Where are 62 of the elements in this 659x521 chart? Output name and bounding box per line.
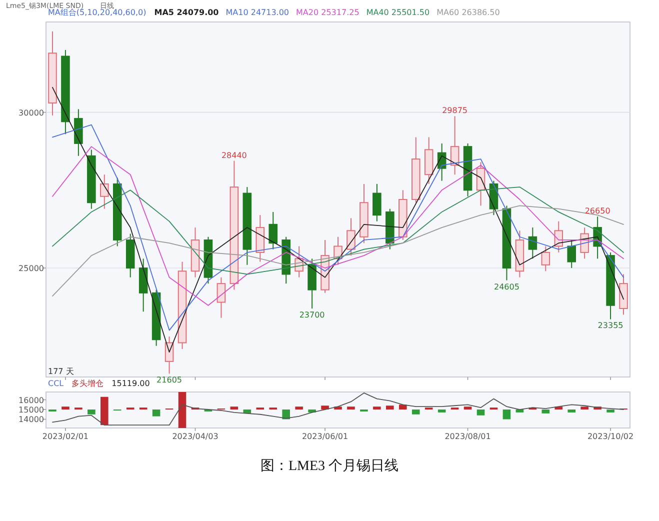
annotation: 21605 bbox=[156, 376, 182, 385]
bar bbox=[568, 410, 576, 412]
bar bbox=[476, 410, 485, 416]
bar bbox=[100, 396, 108, 426]
bar bbox=[347, 406, 355, 410]
bar bbox=[398, 404, 407, 410]
x-tick-label: 2023/08/01 bbox=[444, 432, 491, 441]
candlestick bbox=[372, 183, 382, 222]
text: 图：LME3 个月锡日线 bbox=[260, 458, 399, 474]
text: 多头增仓 bbox=[72, 379, 104, 388]
line-series bbox=[52, 205, 624, 296]
bar bbox=[412, 410, 420, 414]
annotation: 28440 bbox=[221, 150, 247, 160]
bar bbox=[606, 410, 614, 412]
bar bbox=[295, 406, 303, 410]
bar bbox=[438, 410, 446, 412]
line-series bbox=[52, 124, 624, 331]
bar bbox=[502, 410, 511, 420]
annotation: 24605 bbox=[494, 282, 520, 292]
annotation: 26650 bbox=[584, 206, 610, 216]
text: MA组合(5,10,20,40,60,0) bbox=[48, 8, 146, 17]
x-tick-label: 2023/10/02 bbox=[587, 432, 634, 441]
candlestick bbox=[268, 211, 278, 250]
bar bbox=[542, 410, 550, 414]
text: MA5 24079.00 bbox=[154, 8, 220, 17]
x-tick-label: 2023/02/01 bbox=[42, 432, 89, 441]
y-tick-label: 15000 bbox=[18, 406, 44, 415]
bar bbox=[373, 406, 381, 410]
bar bbox=[464, 406, 472, 410]
text: MA10 24713.00 bbox=[226, 8, 290, 17]
y-tick-label: 25000 bbox=[18, 264, 44, 274]
bar bbox=[88, 410, 96, 414]
annotation: 23700 bbox=[299, 310, 325, 320]
candlestick bbox=[541, 246, 550, 272]
bar bbox=[386, 406, 394, 410]
bar bbox=[230, 406, 238, 410]
y-tick-label: 30000 bbox=[18, 108, 44, 118]
text: CCL bbox=[48, 379, 64, 388]
candlestick bbox=[346, 218, 356, 256]
candlestick bbox=[100, 174, 109, 210]
text: MA40 25501.50 bbox=[366, 8, 430, 17]
bar bbox=[580, 406, 588, 410]
candlestick bbox=[528, 227, 538, 260]
line-series bbox=[52, 146, 624, 306]
x-tick-label: 2023/04/03 bbox=[172, 432, 218, 441]
bar bbox=[178, 392, 186, 428]
bar bbox=[152, 410, 160, 416]
annotation: 23355 bbox=[598, 321, 624, 330]
x-tick-label: 2023/06/01 bbox=[302, 432, 348, 441]
bar bbox=[516, 410, 524, 412]
text: MA20 25317.25 bbox=[296, 8, 360, 17]
bar bbox=[62, 406, 70, 410]
bar bbox=[282, 410, 290, 420]
y-tick-label: 14000 bbox=[18, 415, 44, 424]
y-tick-label: 16000 bbox=[18, 396, 44, 405]
candlestick bbox=[216, 276, 226, 318]
line-series bbox=[52, 392, 624, 426]
candlestick bbox=[567, 239, 576, 269]
annotation: 29875 bbox=[442, 106, 468, 116]
text: 15119.00 bbox=[112, 379, 150, 388]
text: MA60 26386.50 bbox=[436, 8, 500, 17]
annotation: 177 天 bbox=[48, 367, 74, 376]
